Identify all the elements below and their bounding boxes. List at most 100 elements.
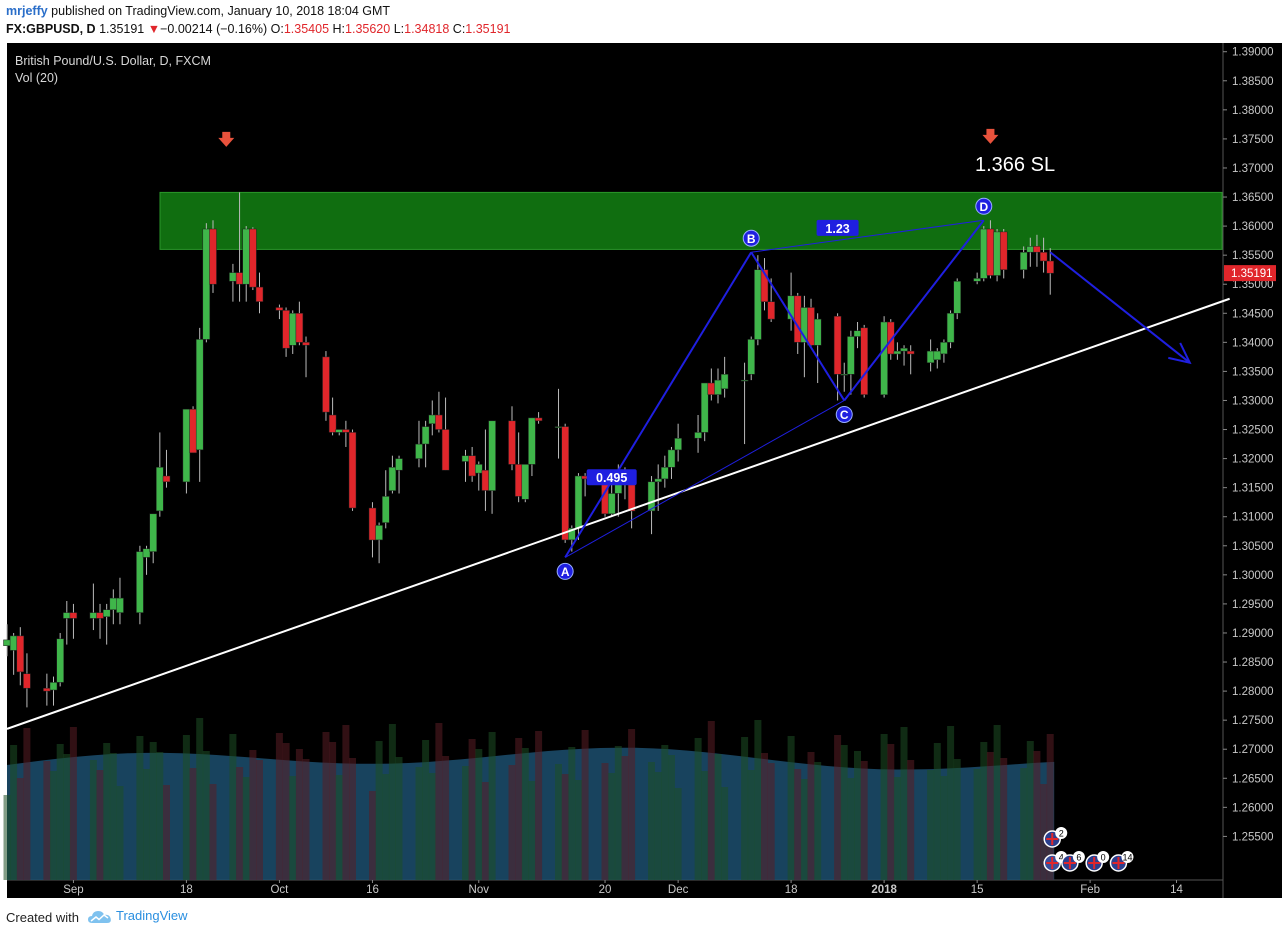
candle	[322, 351, 330, 421]
candle-body	[428, 414, 437, 424]
volume-bar	[668, 755, 675, 880]
legend-volume: Vol (20)	[15, 71, 58, 85]
volume-bar	[369, 791, 376, 880]
pattern-point-b[interactable]	[742, 229, 760, 247]
change-arrow-icon: ▼	[147, 22, 161, 36]
volume-bar	[182, 735, 190, 880]
volume-bar	[854, 751, 861, 880]
candle-body	[661, 467, 669, 480]
candle-body	[488, 420, 496, 491]
ratio-badge[interactable]	[816, 219, 859, 236]
candle-body	[235, 272, 244, 285]
event-layer[interactable]: 2 4 6 0 14	[1043, 827, 1134, 872]
candle	[136, 545, 144, 625]
price-axis[interactable]: 1.39000 1.38500 1.38000 1.37500 1.37000 1.365…	[1223, 47, 1276, 844]
candle	[189, 406, 197, 454]
time-axis[interactable]: Sep 18 Oct 16 Nov 20 Dec 18 2018 15 Feb 14	[63, 880, 1183, 896]
economic-event[interactable]: 6	[1061, 851, 1085, 872]
candle-body	[906, 350, 915, 355]
price-tick-label: 1.29500	[1232, 599, 1274, 611]
candle-body	[415, 443, 423, 459]
candle	[202, 223, 211, 343]
price-tick-label: 1.27000	[1232, 744, 1274, 756]
price-tick-label: 1.34500	[1232, 308, 1274, 320]
candle-body	[136, 551, 144, 613]
candle-body	[654, 478, 662, 483]
pattern-ratio-line-ac[interactable]	[564, 400, 845, 558]
volume-bar	[209, 784, 217, 880]
economic-event[interactable]: 0	[1085, 851, 1110, 872]
price-tick-label: 1.27500	[1232, 715, 1274, 727]
supply-zone[interactable]	[159, 191, 1223, 250]
pattern-leg-ab[interactable]	[564, 251, 753, 558]
volume-bar	[814, 762, 822, 880]
candle	[49, 676, 58, 706]
candle-body	[382, 496, 390, 523]
candle-body	[714, 379, 722, 395]
volume-bar	[349, 758, 356, 880]
stop-loss-label[interactable]: 1.366 SL	[975, 154, 1055, 176]
economic-event[interactable]: 2	[1043, 827, 1068, 848]
candle-body	[342, 429, 350, 433]
volume-bar	[707, 721, 715, 880]
volume-bar	[940, 776, 948, 880]
candle	[980, 226, 988, 282]
pattern-leg-bc[interactable]	[750, 251, 846, 402]
volume-bar	[149, 742, 157, 880]
candle-body	[747, 339, 755, 375]
current-price-label: 1.35191	[1231, 268, 1273, 280]
candle	[900, 345, 908, 366]
volume-bar	[1026, 741, 1034, 880]
volume-bar	[382, 774, 390, 880]
arrow-down-marker-icon[interactable]	[218, 131, 235, 147]
volume-bar	[721, 787, 729, 880]
event-count: 2	[1059, 829, 1064, 839]
pattern-point-c[interactable]	[835, 405, 853, 423]
pattern-ratio-line-bd[interactable]	[751, 219, 984, 253]
time-axis-background[interactable]	[7, 880, 1223, 898]
candle-body	[980, 228, 988, 279]
time-tick-label: 15	[971, 884, 984, 896]
price-tick-label: 1.39000	[1232, 47, 1274, 59]
volume-bar	[481, 782, 489, 880]
candle-body	[481, 469, 490, 491]
arrow-down-marker-icon[interactable]	[982, 128, 999, 144]
pattern-point-a[interactable]	[556, 562, 574, 580]
volume-bar	[388, 724, 396, 880]
pattern-point-d[interactable]	[975, 197, 993, 215]
volume-bar	[800, 779, 808, 880]
projection-line[interactable]	[1049, 251, 1191, 364]
author-link[interactable]: mrjeffy	[6, 4, 48, 18]
tradingview-link[interactable]: TradingView	[88, 908, 188, 924]
support-trendline[interactable]	[6, 297, 1230, 730]
plot-background[interactable]	[7, 43, 1223, 880]
volume-bar	[953, 759, 961, 880]
candle-body	[9, 635, 18, 651]
candle-body	[3, 639, 11, 646]
candle-body	[195, 339, 204, 451]
event-count-badge	[1097, 851, 1110, 863]
volume-bar	[515, 738, 523, 880]
volume-bar	[295, 749, 303, 880]
price-tick-label: 1.28500	[1232, 657, 1274, 669]
candle-body	[767, 301, 775, 320]
price-tick-label: 1.38000	[1232, 105, 1274, 117]
economic-event[interactable]: 14	[1109, 851, 1134, 872]
volume-bar	[202, 751, 210, 880]
ratio-badge[interactable]	[586, 469, 637, 486]
event-count-badge	[1072, 851, 1085, 863]
candle-body	[288, 313, 297, 346]
close-label: C:	[452, 22, 466, 36]
price-axis-background[interactable]	[1223, 43, 1282, 898]
volume-bar	[109, 753, 117, 880]
candle	[435, 391, 443, 433]
candle-body	[568, 528, 576, 541]
candle-body	[435, 414, 443, 430]
candle	[16, 627, 25, 686]
volume-bar	[143, 769, 150, 880]
pattern-leg-cd[interactable]	[843, 219, 985, 402]
volume-bar	[508, 765, 516, 880]
candle	[441, 397, 450, 471]
candle-body	[880, 321, 888, 395]
